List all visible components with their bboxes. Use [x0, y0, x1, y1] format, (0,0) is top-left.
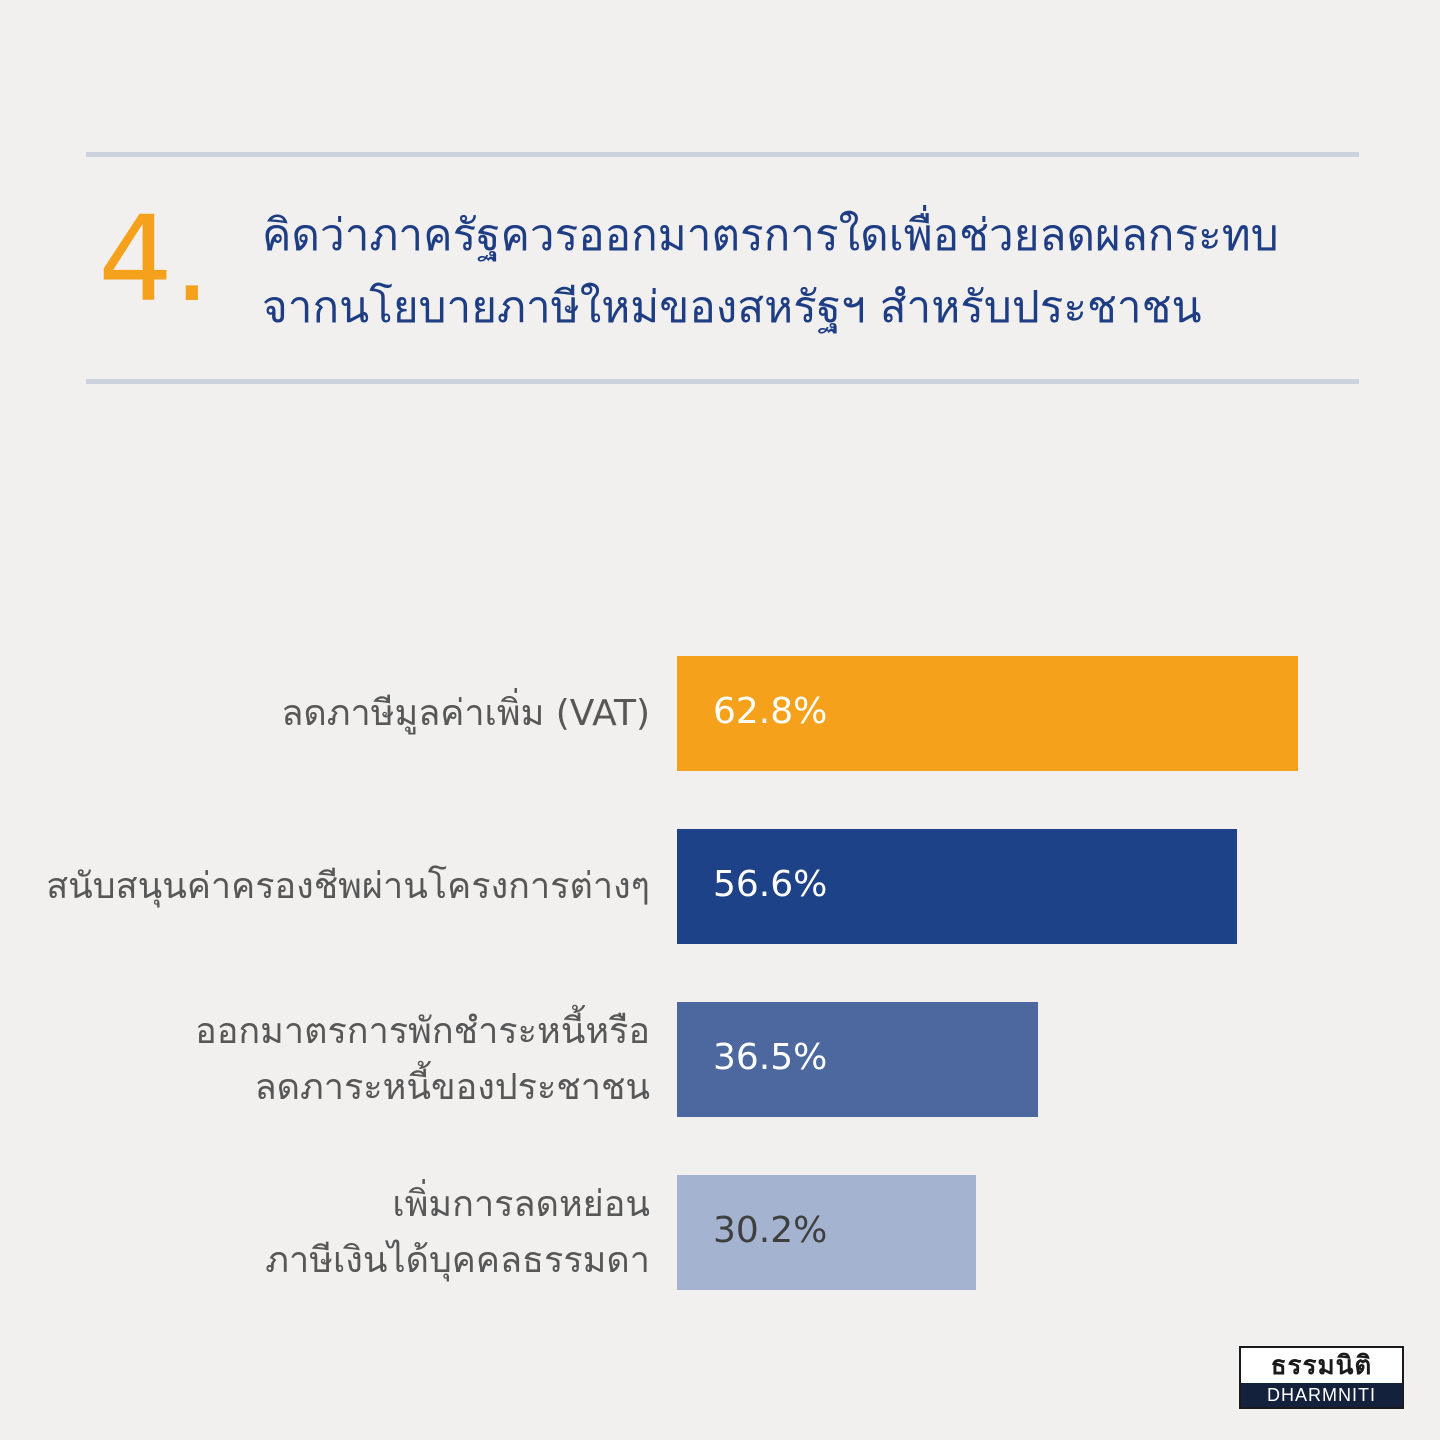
bar-category-label-line: ภาษีเงินได้บุคคลธรรมดา — [265, 1239, 650, 1281]
question-number: 4. — [98, 190, 211, 328]
top-divider — [86, 152, 1359, 157]
bar-category-label-line: ออกมาตรการพักชำระหนี้หรือ — [195, 1010, 650, 1052]
question-title-line-1: คิดว่าภาครัฐควรออกมาตรการใดเพื่อช่วยลดผล… — [262, 210, 1279, 261]
bar-value-label: 36.5% — [713, 1037, 828, 1078]
bar-category-label: ลดภาษีมูลค่าเพิ่ม (VAT) — [281, 686, 650, 742]
bar — [677, 1175, 976, 1290]
bar — [677, 656, 1298, 771]
bar-value-label: 56.6% — [713, 864, 828, 905]
bar-value-label: 30.2% — [713, 1210, 828, 1251]
bar-category-label-line: ลดภาระหนี้ของประชาชน — [254, 1066, 650, 1108]
dharmniti-logo: ธรรมนิติ DHARMNITI — [1239, 1346, 1404, 1409]
bar — [677, 829, 1237, 944]
bar-category-label: ออกมาตรการพักชำระหนี้หรือลดภาระหนี้ของปร… — [195, 1004, 650, 1116]
bar-category-label-line: ลดภาษีมูลค่าเพิ่ม (VAT) — [281, 692, 650, 734]
bar-category-label-line: สนับสนุนค่าครองชีพผ่านโครงการต่างๆ — [46, 865, 650, 907]
logo-english-text: DHARMNITI — [1241, 1383, 1402, 1407]
bar-category-label: สนับสนุนค่าครองชีพผ่านโครงการต่างๆ — [46, 859, 650, 915]
question-title-line-2: จากนโยบายภาษีใหม่ของสหรัฐฯ สำหรับประชาชน — [262, 282, 1202, 333]
bar-value-label: 62.8% — [713, 691, 828, 732]
bottom-divider — [86, 379, 1359, 384]
bar-category-label: เพิ่มการลดหย่อนภาษีเงินได้บุคคลธรรมดา — [265, 1177, 650, 1289]
logo-thai-text: ธรรมนิติ — [1270, 1351, 1373, 1381]
bar-category-label-line: เพิ่มการลดหย่อน — [392, 1183, 650, 1225]
bar — [677, 1002, 1038, 1117]
question-title: คิดว่าภาครัฐควรออกมาตรการใดเพื่อช่วยลดผล… — [262, 200, 1362, 344]
